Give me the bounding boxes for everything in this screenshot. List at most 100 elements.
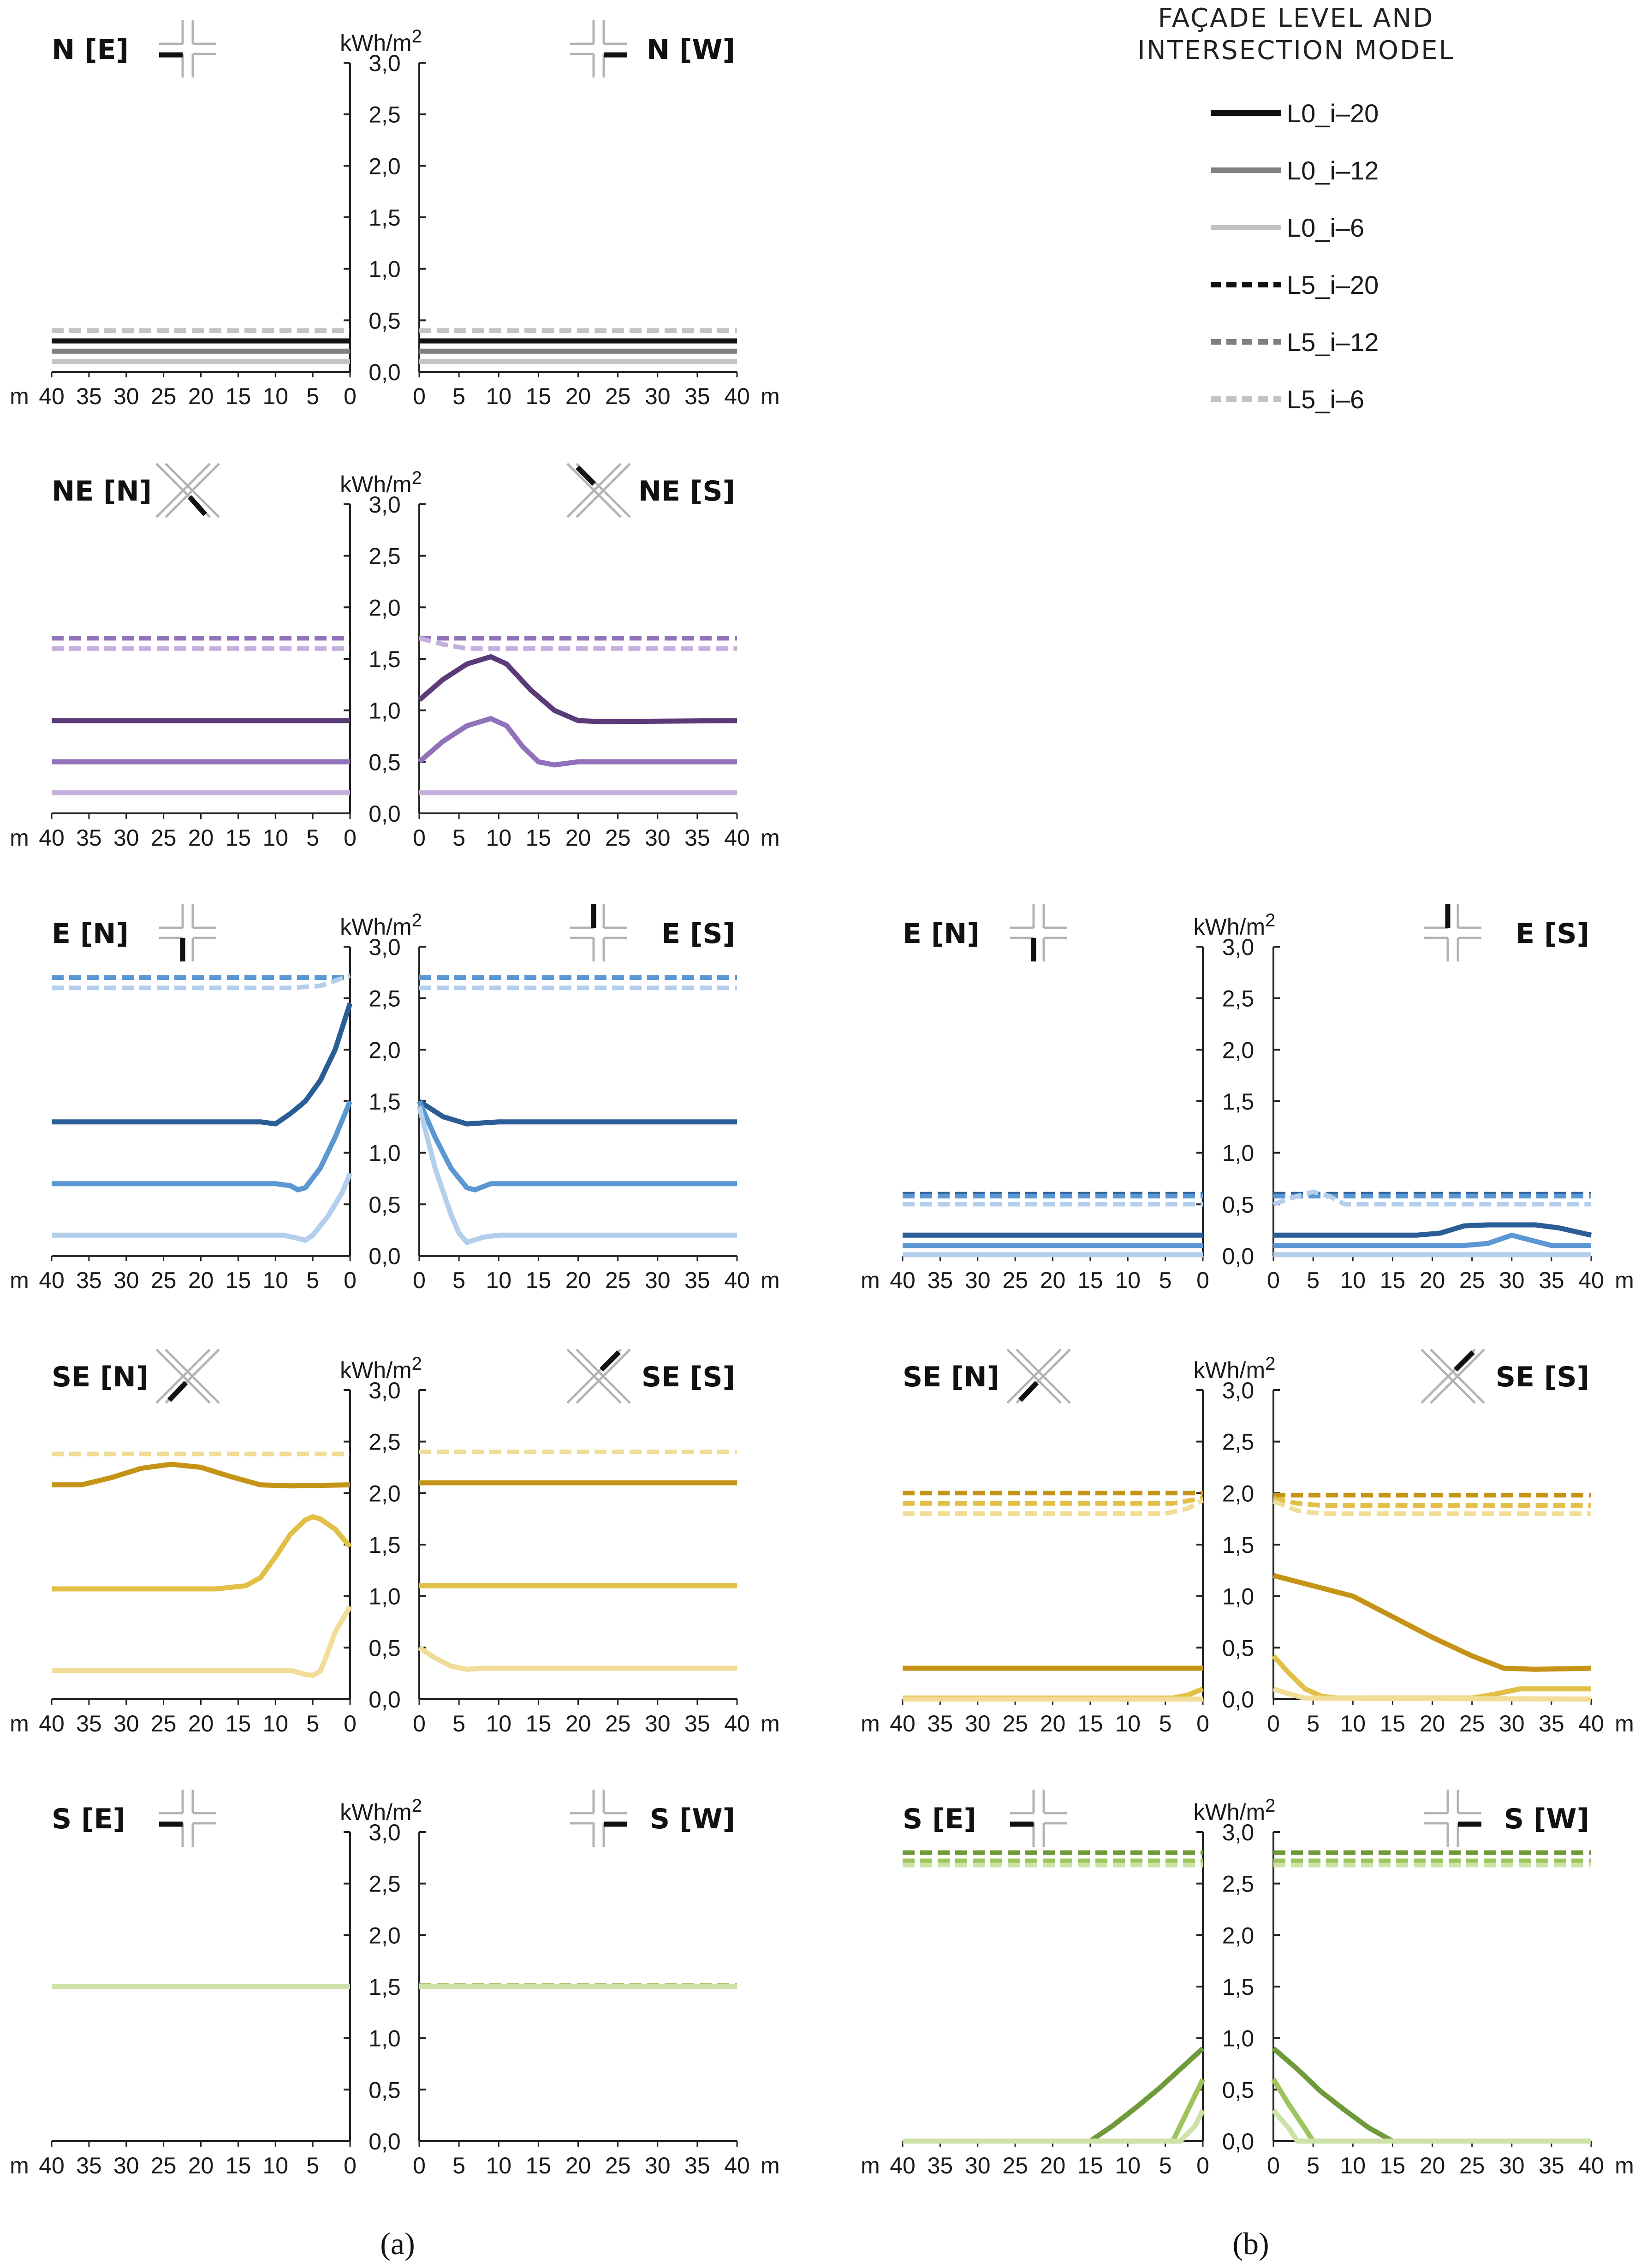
legend-label: L5_i–20 [1287, 270, 1379, 299]
series-line-right [1272, 1499, 1591, 1516]
x-tick-label: 30 [113, 1711, 139, 1737]
x-tick-label: 0 [1267, 2153, 1280, 2178]
y-tick-label: 1,0 [369, 1584, 401, 1610]
y-tick-label: 1,0 [369, 698, 401, 724]
x-unit-label-right: m [761, 2153, 780, 2178]
y-tick-label: 1,0 [369, 257, 401, 282]
x-tick-label: 0 [344, 825, 357, 851]
icon-road-edge [165, 463, 220, 518]
x-tick-label: 5 [306, 383, 319, 409]
panel-title-left: E [N] [52, 918, 129, 950]
x-tick-label: 40 [39, 825, 65, 851]
series-line-right [1272, 2046, 1591, 2144]
x-tick-label: 5 [306, 2153, 319, 2178]
icon-road-edge [576, 463, 631, 518]
series-line-left [52, 1003, 353, 1127]
y-tick-label: 0,0 [369, 2129, 401, 2155]
y-tick-label: 0,0 [369, 1243, 401, 1269]
x-tick-label: 30 [113, 2153, 139, 2178]
series-line-left [903, 2109, 1205, 2144]
x-tick-label: 40 [39, 2153, 65, 2178]
caption-b: (b) [1232, 2226, 1269, 2261]
intersection-icon [1006, 1349, 1071, 1404]
y-tick-label: 3,0 [369, 50, 401, 76]
x-tick-label: 25 [1002, 1711, 1028, 1737]
icon-road-edge [155, 1349, 211, 1404]
x-tick-label: 10 [486, 2153, 511, 2178]
x-unit-label-left: m [10, 1267, 29, 1293]
y-tick-label: 2,5 [369, 543, 401, 569]
x-tick-label: 25 [605, 1267, 631, 1293]
x-tick-label: 40 [724, 825, 750, 851]
intersection-icon [159, 20, 216, 78]
x-tick-label: 35 [684, 2153, 710, 2178]
x-tick-label: 35 [684, 1711, 710, 1737]
x-tick-label: 0 [413, 383, 426, 409]
x-tick-label: 40 [39, 1267, 65, 1293]
y-tick-label: 3,0 [369, 934, 401, 960]
y-tick-label: 2,5 [1222, 1429, 1255, 1455]
y-tick-label: 1,0 [1222, 1584, 1255, 1610]
y-tick-label: 3,0 [1222, 1820, 1255, 1845]
panel-title-left: NE [N] [52, 475, 152, 507]
intersection-icon [1010, 904, 1067, 961]
x-tick-label: 40 [1578, 1267, 1604, 1293]
y-tick-label: 1,0 [1222, 2026, 1255, 2052]
x-tick-label: 10 [262, 1267, 288, 1293]
legend-entry: L5_i–6 [1211, 385, 1364, 414]
x-tick-label: 30 [113, 383, 139, 409]
x-tick-label: 35 [1539, 2153, 1564, 2178]
x-tick-label: 5 [1307, 1711, 1320, 1737]
y-tick-label: 1,0 [369, 2026, 401, 2052]
y-tick-label: 2,5 [1222, 986, 1255, 1012]
x-tick-label: 25 [151, 825, 177, 851]
intersection-icon [570, 20, 627, 78]
x-tick-label: 10 [262, 1711, 288, 1737]
panel-title-right: E [S] [661, 918, 735, 950]
y-tick-label: 0,0 [369, 1687, 401, 1713]
series-line-right [1272, 1686, 1592, 1702]
x-tick-label: 15 [1380, 1267, 1406, 1293]
x-tick-label: 35 [684, 1267, 710, 1293]
y-tick-label: 1,5 [1222, 1089, 1255, 1115]
y-tick-label: 2,0 [369, 595, 401, 621]
x-tick-label: 30 [965, 1711, 991, 1737]
x-tick-label: 20 [188, 383, 214, 409]
y-tick-label: 3,0 [1222, 934, 1255, 960]
x-tick-label: 0 [1267, 1267, 1280, 1293]
x-tick-label: 5 [306, 825, 319, 851]
panel-title-right: S [W] [650, 1803, 735, 1835]
x-tick-label: 20 [188, 1711, 214, 1737]
icon-road-edge [576, 1349, 631, 1404]
x-tick-label: 10 [1340, 1711, 1366, 1737]
x-unit-label-left: m [10, 2153, 29, 2178]
intersection-icon [570, 1790, 627, 1847]
series-line-right [417, 716, 737, 768]
x-tick-label: 5 [1307, 1267, 1320, 1293]
x-unit-label-left: m [861, 1711, 880, 1737]
x-tick-label: 40 [39, 1711, 65, 1737]
y-tick-label: 1,5 [369, 205, 401, 231]
x-tick-label: 10 [486, 1711, 511, 1737]
intersection-icon [155, 463, 220, 518]
series-line-right [416, 1100, 737, 1193]
y-unit-label: kWh/m2 [340, 1796, 422, 1825]
x-tick-label: 20 [565, 1711, 591, 1737]
y-tick-label: 2,0 [369, 1922, 401, 1948]
x-tick-label: 30 [965, 1267, 991, 1293]
x-tick-label: 40 [890, 1711, 916, 1737]
x-tick-label: 20 [1420, 1267, 1445, 1293]
x-tick-label: 10 [486, 383, 511, 409]
y-tick-label: 0,5 [369, 749, 401, 775]
x-tick-label: 10 [262, 2153, 288, 2178]
legend-entry: L5_i–20 [1211, 270, 1379, 299]
x-tick-label: 35 [1539, 1267, 1564, 1293]
icon-facade-mark [576, 466, 596, 486]
panels-group: 0,0 0,5 1,0 1,5 2,0 2,5 3,0 kWh/m2 40 35 30 25 20 15 1… [10, 20, 1634, 2178]
legend-title-line1: FAÇADE LEVEL AND [1158, 3, 1434, 33]
x-tick-label: 15 [526, 383, 552, 409]
